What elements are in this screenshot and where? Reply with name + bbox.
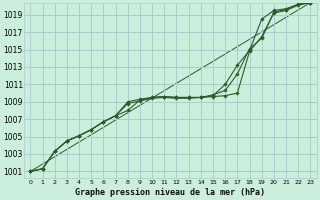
X-axis label: Graphe pression niveau de la mer (hPa): Graphe pression niveau de la mer (hPa) [76,188,265,197]
